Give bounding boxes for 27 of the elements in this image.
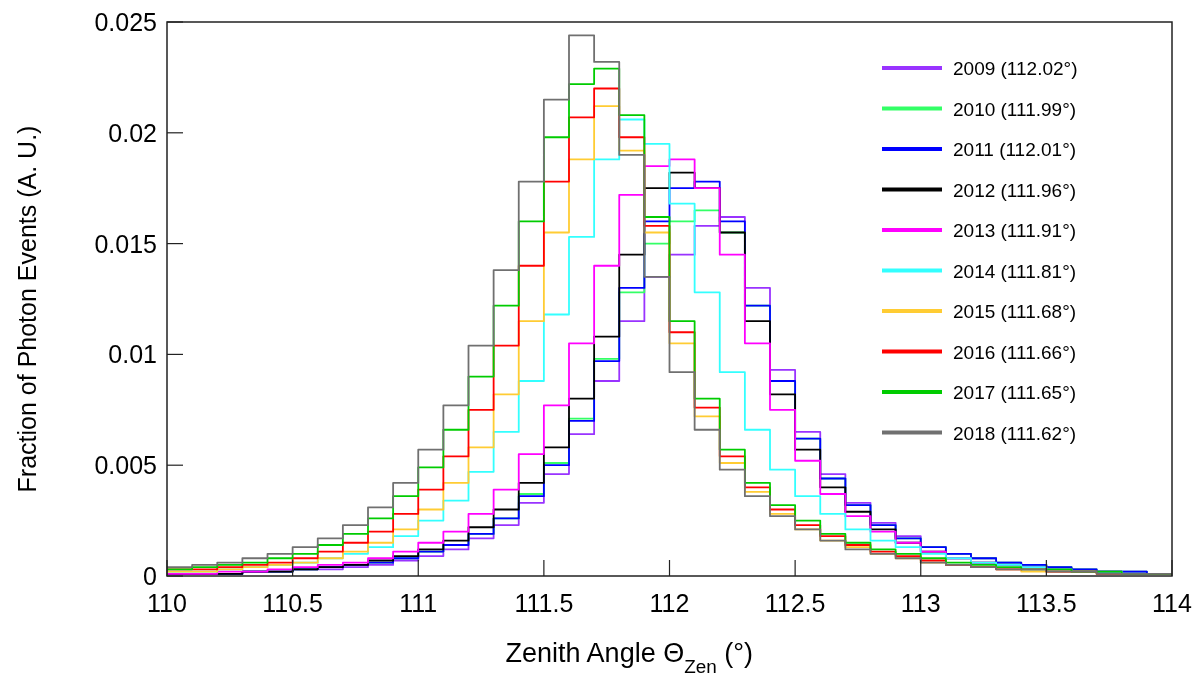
y-tick-label: 0.025	[94, 8, 157, 36]
y-tick-label: 0.005	[94, 451, 157, 480]
x-axis-title: Zenith Angle Θ$_{Zen}$ (°)	[505, 638, 754, 677]
legend-label: 2012 (111.96°)	[953, 179, 1077, 201]
x-tick-label: 113.5	[1016, 589, 1077, 617]
legend-label: 2016 (111.66°)	[953, 341, 1077, 363]
legend-label: 2009 (112.02°)	[953, 58, 1078, 79]
y-tick-label: 0.015	[94, 229, 157, 258]
legend-label: 2014 (111.81°)	[953, 260, 1077, 282]
x-tick-label: 111.5	[514, 589, 574, 617]
legend-label: 2015 (111.68°)	[953, 301, 1077, 322]
x-tick-label: 111	[399, 589, 438, 617]
x-tick-label: 112.5	[764, 589, 826, 617]
legend-label: 2011 (112.01°)	[953, 139, 1077, 160]
x-tick-label: 110.5	[262, 589, 323, 617]
x-tick-label: 113	[900, 589, 941, 617]
x-tick-label: 114	[1152, 589, 1193, 617]
x-tick-label: 110	[147, 589, 187, 617]
x-tick-label: 112	[649, 589, 690, 617]
y-tick-label: 0	[143, 562, 157, 590]
legend-label: 2010 (111.99°)	[953, 98, 1077, 120]
legend-label: 2017 (111.65°)	[953, 382, 1077, 403]
y-tick-label: 0.02	[108, 118, 157, 147]
y-axis-title: Fraction of Photon Events (A. U.)	[13, 125, 41, 493]
y-tick-label: 0.01	[108, 340, 157, 369]
legend-label: 2013 (111.91°)	[953, 220, 1077, 241]
legend-label: 2018 (111.62°)	[953, 422, 1077, 444]
